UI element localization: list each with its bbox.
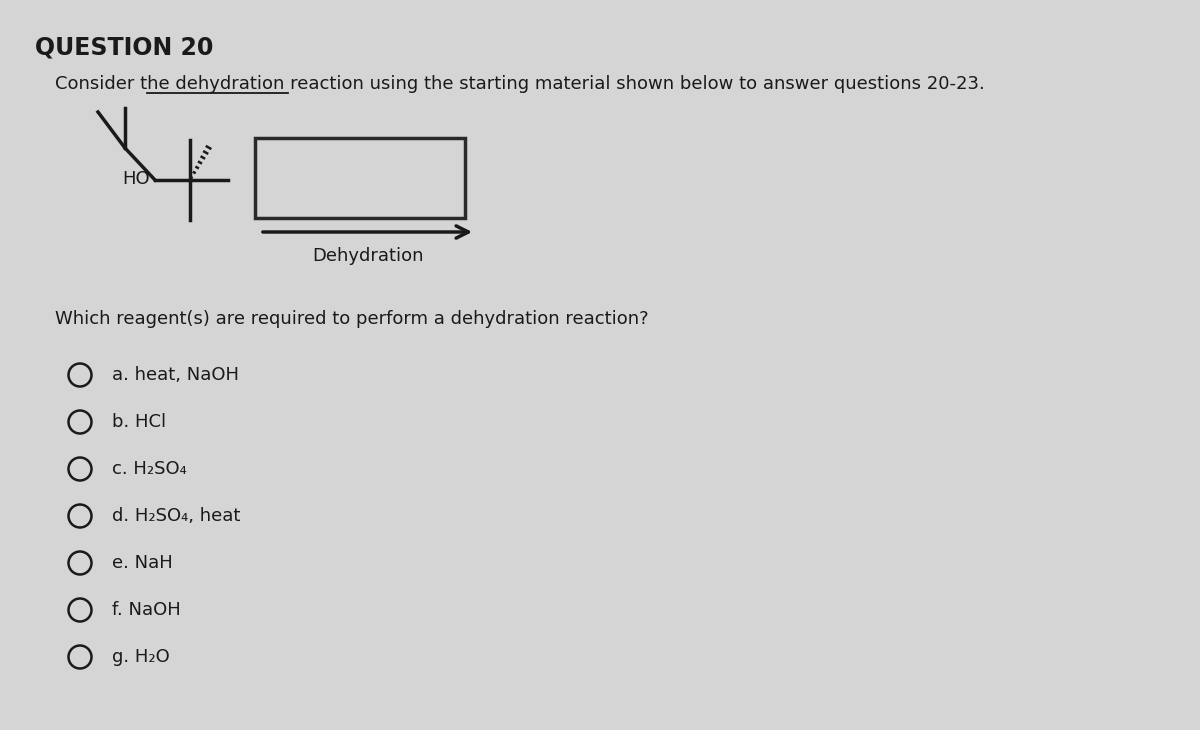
Bar [254,138,466,218]
Text: HO: HO [122,170,150,188]
Text: Dehydration: Dehydration [312,247,424,265]
Text: Which reagent(s) are required to perform a dehydration reaction?: Which reagent(s) are required to perform… [55,310,649,328]
Text: g. H₂O: g. H₂O [112,648,169,666]
Text: e. NaH: e. NaH [112,554,173,572]
Text: Consider the dehydration reaction using the starting material shown below to ans: Consider the dehydration reaction using … [55,75,985,93]
Text: f. NaOH: f. NaOH [112,601,181,619]
Text: QUESTION 20: QUESTION 20 [35,35,214,59]
Text: a. heat, NaOH: a. heat, NaOH [112,366,239,384]
Text: b. HCl: b. HCl [112,413,166,431]
Text: d. H₂SO₄, heat: d. H₂SO₄, heat [112,507,240,525]
Text: c. H₂SO₄: c. H₂SO₄ [112,460,187,478]
